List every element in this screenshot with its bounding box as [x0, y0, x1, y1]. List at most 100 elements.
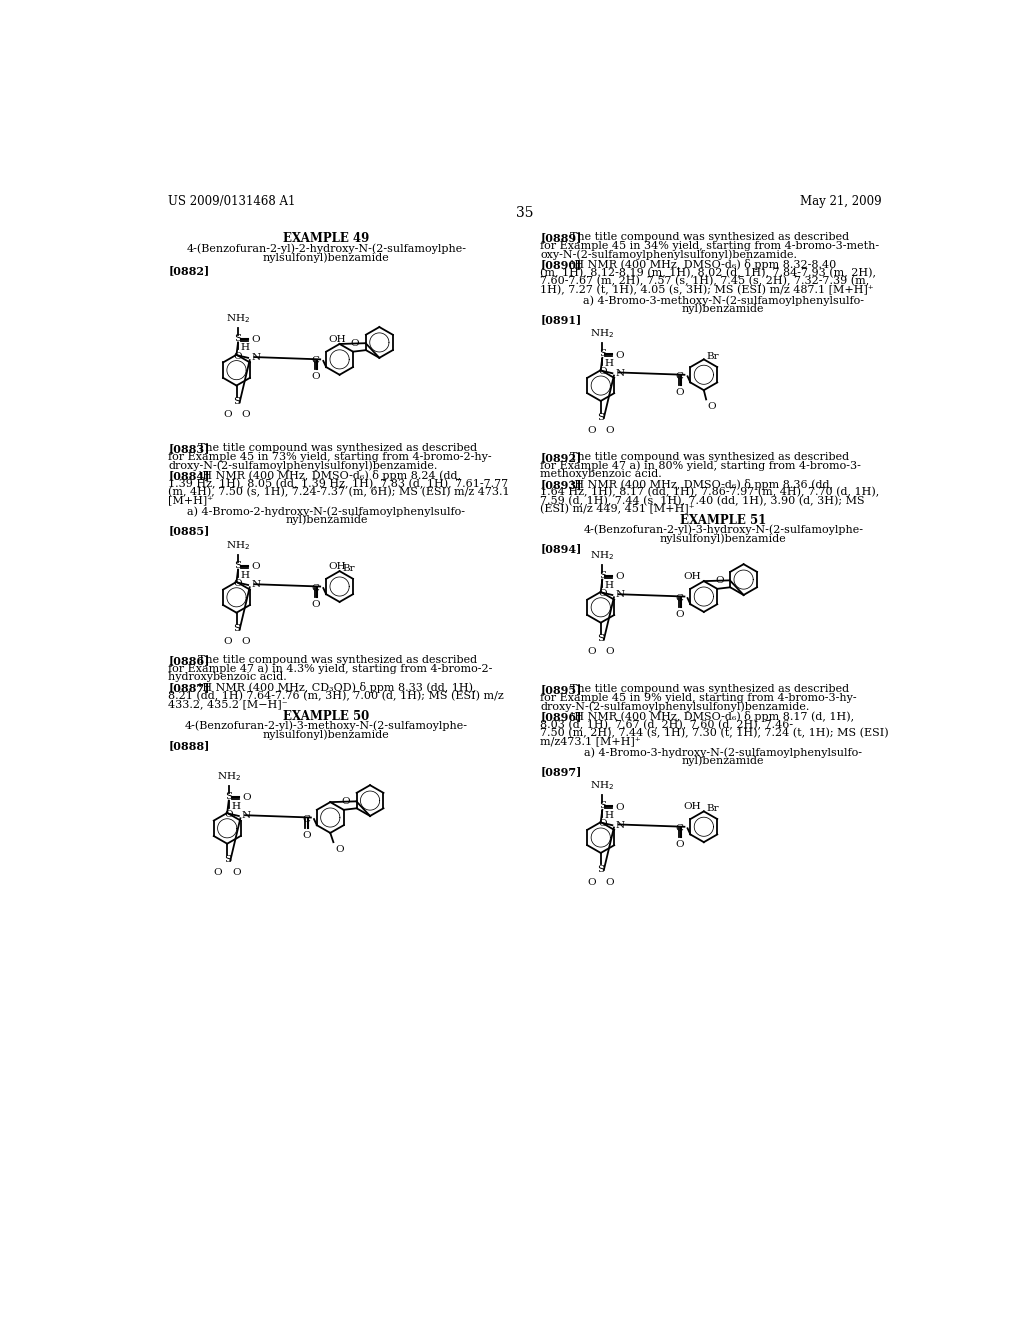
Text: O: O	[335, 845, 343, 854]
Text: O: O	[251, 562, 260, 572]
Text: S: S	[234, 561, 242, 570]
Text: [0888]: [0888]	[168, 739, 210, 751]
Text: OH: OH	[683, 572, 700, 581]
Text: m/z473.1 [M+H]⁺: m/z473.1 [M+H]⁺	[541, 737, 641, 747]
Text: a) 4-Bromo-2-hydroxy-N-(2-sulfamoylphenylsulfo-: a) 4-Bromo-2-hydroxy-N-(2-sulfamoylpheny…	[187, 507, 465, 517]
Text: [0891]: [0891]	[541, 314, 582, 325]
Text: hydroxybenzoic acid.: hydroxybenzoic acid.	[168, 672, 287, 682]
Text: The title compound was synthesized as described: The title compound was synthesized as de…	[198, 444, 477, 453]
Text: EXAMPLE 50: EXAMPLE 50	[284, 710, 370, 723]
Text: N: N	[242, 812, 251, 821]
Text: O: O	[708, 403, 717, 412]
Text: S: S	[599, 801, 606, 810]
Text: O: O	[242, 793, 251, 803]
Text: for Example 45 in 34% yield, starting from 4-bromo-3-meth-: for Example 45 in 34% yield, starting fr…	[541, 240, 880, 251]
Text: [0892]: [0892]	[541, 451, 582, 463]
Text: S: S	[225, 792, 232, 801]
Text: H: H	[605, 810, 613, 820]
Text: NH$_2$: NH$_2$	[590, 779, 614, 792]
Text: ¹H NMR (400 MHz, DMSO-d₆) δ ppm 8.24 (dd,: ¹H NMR (400 MHz, DMSO-d₆) δ ppm 8.24 (dd…	[198, 470, 461, 482]
Text: 8.03 (d, 1H), 7.67 (d, 2H), 7.60 (d, 2H), 7.46-: 8.03 (d, 1H), 7.67 (d, 2H), 7.60 (d, 2H)…	[541, 719, 794, 730]
Text: (m, 1H), 8.12-8.19 (m, 1H), 8.02 (d, 1H), 7.84-7.93 (m, 2H),: (m, 1H), 8.12-8.19 (m, 1H), 8.02 (d, 1H)…	[541, 268, 877, 279]
Text: S: S	[232, 397, 240, 407]
Text: 4-(Benzofuran-2-yl)-3-hydroxy-N-(2-sulfamoylphe-: 4-(Benzofuran-2-yl)-3-hydroxy-N-(2-sulfa…	[584, 525, 863, 536]
Text: OH: OH	[329, 335, 346, 345]
Text: NH$_2$: NH$_2$	[226, 312, 250, 325]
Text: S: S	[597, 865, 604, 874]
Text: ¹H NMR (400 MHz, DMSO-d₆) δ ppm 8.36 (dd,: ¹H NMR (400 MHz, DMSO-d₆) δ ppm 8.36 (dd…	[569, 479, 833, 490]
Text: 1.64 Hz, 1H), 8.17 (dd, 1H), 7.86-7.97 (m, 4H), 7.70 (d, 1H),: 1.64 Hz, 1H), 8.17 (dd, 1H), 7.86-7.97 (…	[541, 487, 880, 498]
Text: O: O	[598, 367, 606, 376]
Text: O: O	[311, 599, 319, 609]
Text: 4-(Benzofuran-2-yl)-3-methoxy-N-(2-sulfamoylphe-: 4-(Benzofuran-2-yl)-3-methoxy-N-(2-sulfa…	[185, 721, 468, 731]
Text: O: O	[598, 818, 606, 828]
Text: O: O	[676, 610, 684, 619]
Text: Br: Br	[343, 564, 355, 573]
Text: C: C	[676, 594, 684, 602]
Text: O: O	[223, 411, 231, 420]
Text: for Example 45 in 9% yield, starting from 4-bromo-3-hy-: for Example 45 in 9% yield, starting fro…	[541, 693, 857, 702]
Text: nylsulfonyl)benzamide: nylsulfonyl)benzamide	[659, 533, 786, 544]
Text: N: N	[615, 368, 625, 378]
Text: for Example 45 in 73% yield, starting from 4-bromo-2-hy-: for Example 45 in 73% yield, starting fr…	[168, 451, 492, 462]
Text: [0887]: [0887]	[168, 682, 210, 693]
Text: O: O	[342, 797, 350, 805]
Text: O: O	[615, 351, 624, 359]
Text: nyl)benzamide: nyl)benzamide	[682, 304, 765, 314]
Text: H: H	[241, 570, 250, 579]
Text: NH$_2$: NH$_2$	[590, 327, 614, 341]
Text: [0893]: [0893]	[541, 479, 582, 490]
Text: N: N	[615, 590, 625, 599]
Text: droxy-N-(2-sulfamoylphenylsulfonyl)benzamide.: droxy-N-(2-sulfamoylphenylsulfonyl)benza…	[541, 701, 810, 711]
Text: [M+H]⁺: [M+H]⁺	[168, 496, 213, 506]
Text: [0894]: [0894]	[541, 544, 582, 554]
Text: O: O	[233, 351, 243, 360]
Text: The title compound was synthesized as described: The title compound was synthesized as de…	[569, 232, 849, 243]
Text: S: S	[597, 635, 604, 643]
Text: C: C	[676, 824, 684, 833]
Text: N: N	[251, 354, 260, 362]
Text: O: O	[598, 589, 606, 598]
Text: Br: Br	[707, 352, 720, 360]
Text: [0886]: [0886]	[168, 655, 210, 667]
Text: methoxybenzoic acid.: methoxybenzoic acid.	[541, 469, 663, 479]
Text: O: O	[587, 647, 596, 656]
Text: H: H	[605, 581, 613, 590]
Text: (m, 4H), 7.50 (s, 1H), 7.24-7.37 (m, 6H); MS (ESI) m/z 473.1: (m, 4H), 7.50 (s, 1H), 7.24-7.37 (m, 6H)…	[168, 487, 510, 498]
Text: O: O	[606, 878, 614, 887]
Text: O: O	[676, 840, 684, 849]
Text: NH$_2$: NH$_2$	[217, 770, 241, 783]
Text: O: O	[676, 388, 684, 397]
Text: O: O	[242, 411, 250, 420]
Text: ¹H NMR (400 MHz, DMSO-d₆) δ ppm 8.32-8.40: ¹H NMR (400 MHz, DMSO-d₆) δ ppm 8.32-8.4…	[569, 259, 836, 271]
Text: S: S	[223, 855, 230, 865]
Text: O: O	[351, 339, 359, 347]
Text: O: O	[302, 830, 310, 840]
Text: The title compound was synthesized as described: The title compound was synthesized as de…	[569, 451, 849, 462]
Text: oxy-N-(2-sulfamoylphenylsulfonyl)benzamide.: oxy-N-(2-sulfamoylphenylsulfonyl)benzami…	[541, 249, 798, 260]
Text: NH$_2$: NH$_2$	[590, 549, 614, 562]
Text: H: H	[241, 343, 250, 352]
Text: [0889]: [0889]	[541, 232, 582, 243]
Text: EXAMPLE 49: EXAMPLE 49	[284, 232, 370, 246]
Text: O: O	[224, 810, 233, 818]
Text: for Example 47 a) in 80% yield, starting from 4-bromo-3-: for Example 47 a) in 80% yield, starting…	[541, 461, 861, 471]
Text: (ESI) m/z 449, 451 [M+H]⁺: (ESI) m/z 449, 451 [M+H]⁺	[541, 504, 695, 515]
Text: nyl)benzamide: nyl)benzamide	[682, 756, 765, 767]
Text: [0882]: [0882]	[168, 264, 210, 276]
Text: S: S	[597, 413, 604, 421]
Text: OH: OH	[683, 803, 700, 812]
Text: 4-(Benzofuran-2-yl)-2-hydroxy-N-(2-sulfamoylphe-: 4-(Benzofuran-2-yl)-2-hydroxy-N-(2-sulfa…	[186, 244, 466, 255]
Text: H: H	[231, 801, 241, 810]
Text: O: O	[233, 579, 243, 587]
Text: C: C	[302, 814, 310, 824]
Text: 7.59 (d, 1H), 7.44 (s, 1H), 7.40 (dd, 1H), 3.90 (d, 3H); MS: 7.59 (d, 1H), 7.44 (s, 1H), 7.40 (dd, 1H…	[541, 496, 865, 506]
Text: nyl)benzamide: nyl)benzamide	[285, 515, 368, 525]
Text: [0897]: [0897]	[541, 766, 582, 777]
Text: O: O	[232, 869, 241, 878]
Text: Br: Br	[707, 804, 720, 813]
Text: [0885]: [0885]	[168, 525, 210, 536]
Text: 7.60-7.67 (m, 2H), 7.57 (s, 1H), 7.45 (s, 2H), 7.32-7.39 (m,: 7.60-7.67 (m, 2H), 7.57 (s, 1H), 7.45 (s…	[541, 276, 869, 286]
Text: O: O	[606, 425, 614, 434]
Text: ¹H NMR (400 MHz, DMSO-d₆) δ ppm 8.17 (d, 1H),: ¹H NMR (400 MHz, DMSO-d₆) δ ppm 8.17 (d,…	[569, 711, 854, 722]
